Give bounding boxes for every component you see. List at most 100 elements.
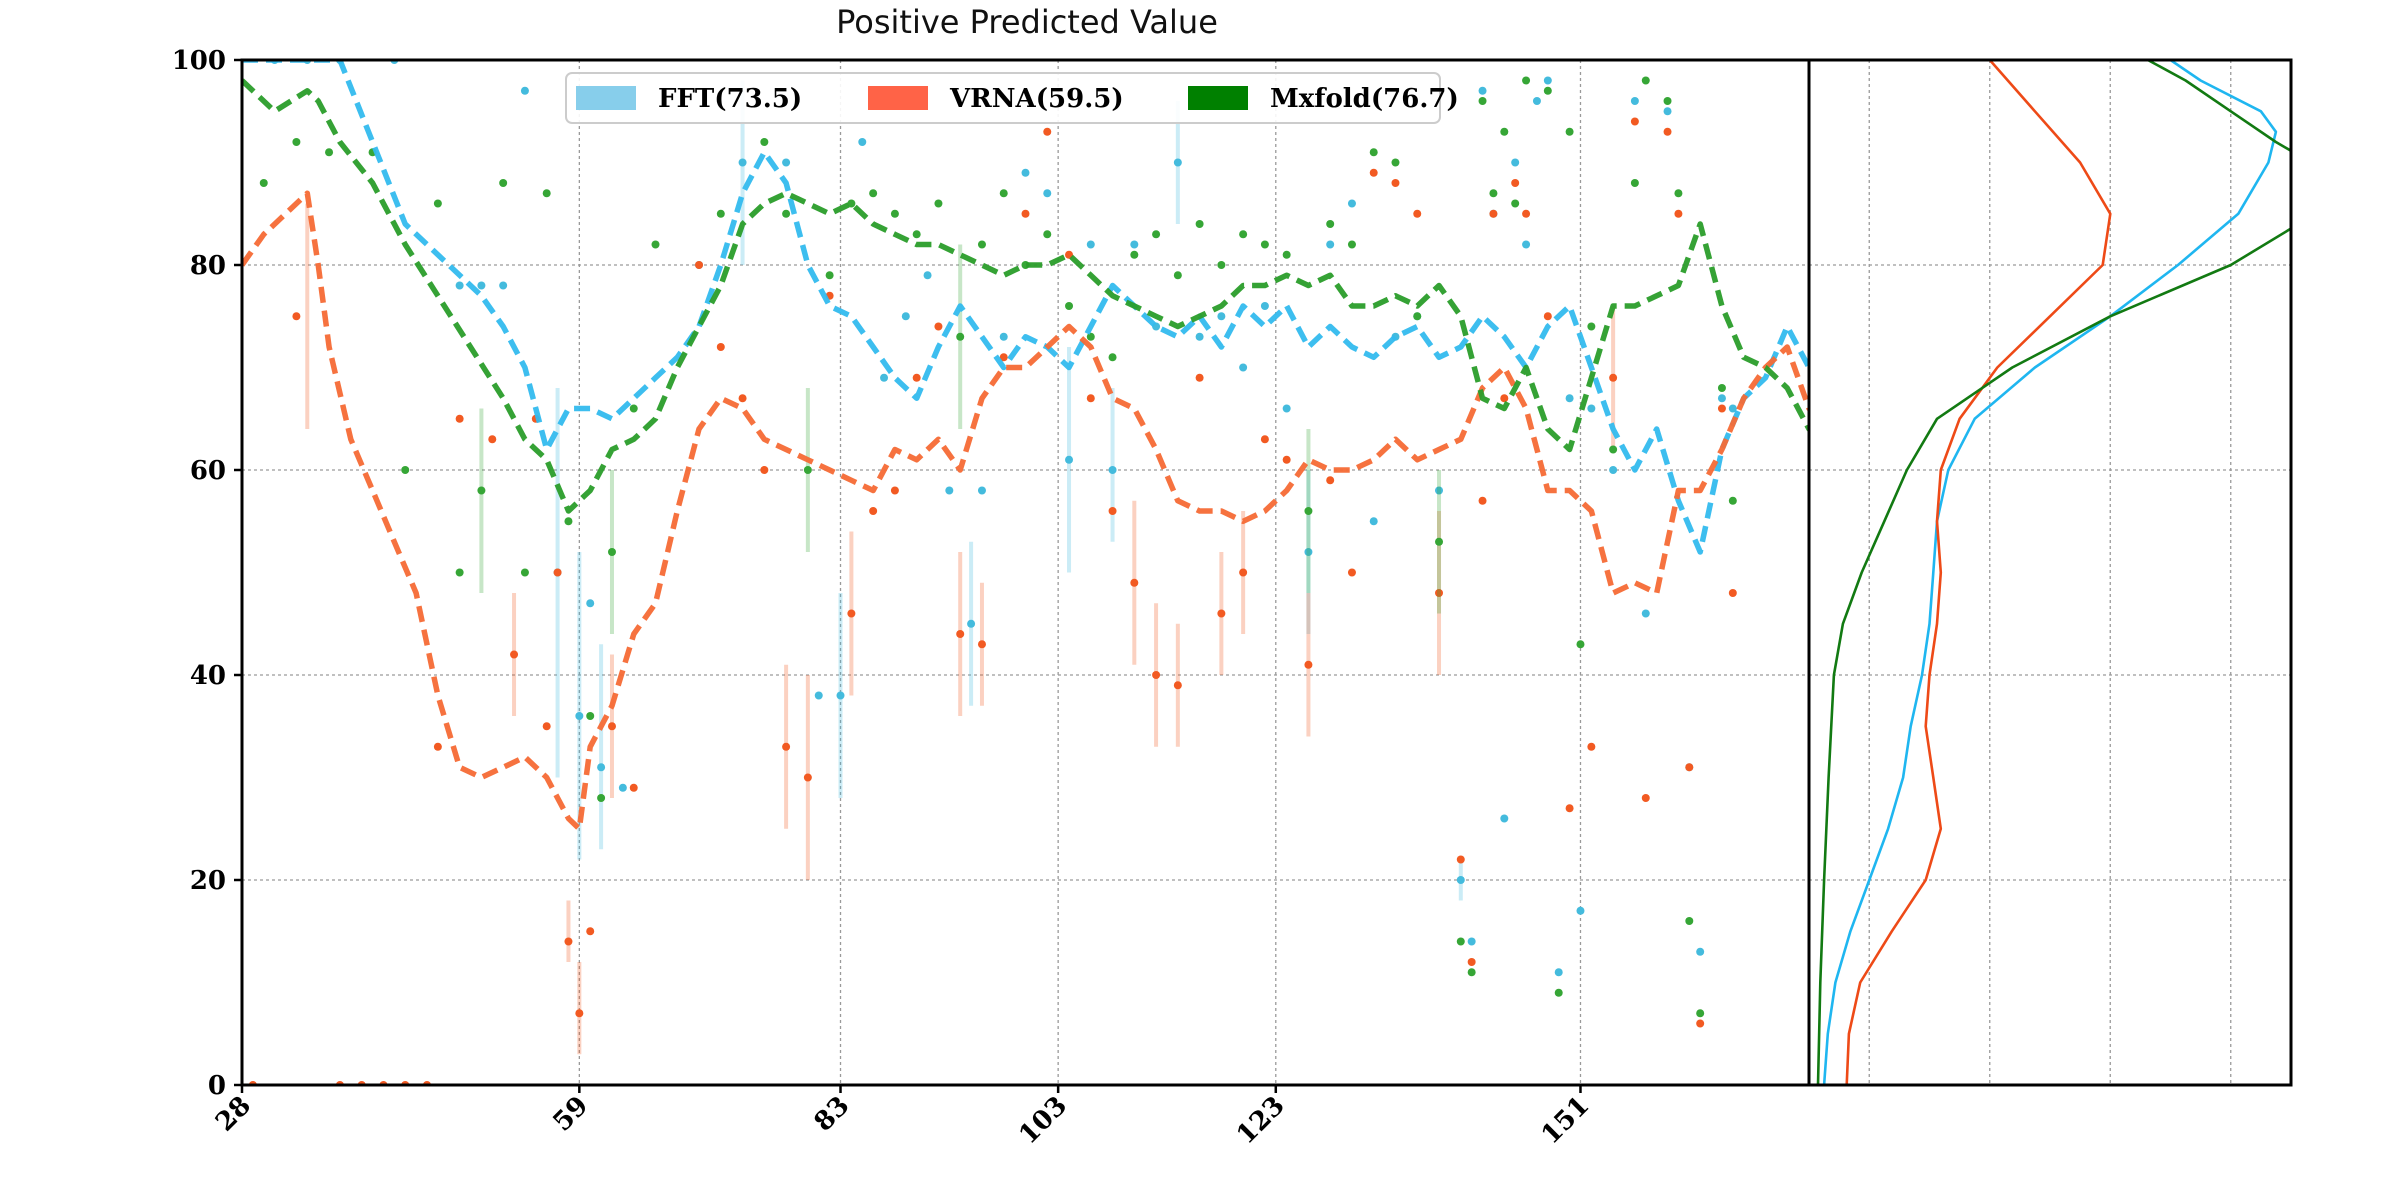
vrna-point	[1173, 681, 1182, 690]
mxfold-point	[825, 271, 834, 280]
fft-point	[1500, 814, 1509, 823]
vrna-point	[1609, 373, 1618, 382]
fft-point	[1641, 609, 1650, 618]
y-tick-label: 20	[190, 866, 226, 896]
mxfold-point	[433, 199, 442, 208]
mxfold-point	[847, 199, 856, 208]
vrna-point	[1217, 609, 1226, 618]
vrna-point	[1435, 589, 1444, 597]
vrna-point	[1489, 209, 1498, 218]
vrna-point	[1717, 404, 1726, 413]
fft-point	[1717, 394, 1726, 403]
legend-label-vrna: VRNA(59.5)	[949, 84, 1124, 114]
x-tick-label: 103	[1013, 1091, 1073, 1151]
vrna-density-curve	[1845, 60, 2112, 1085]
main-plot-area	[242, 60, 1809, 1085]
vrna-point	[1347, 568, 1356, 577]
mxfold-point	[1663, 97, 1672, 105]
fft-point	[901, 312, 910, 321]
mxfold-point	[912, 230, 921, 239]
mxfold-point	[1478, 97, 1487, 105]
mxfold-point	[401, 466, 410, 474]
mxfold-point	[1641, 76, 1650, 85]
vrna-point	[575, 1009, 584, 1018]
mxfold-point	[1108, 353, 1117, 362]
mxfold-point	[455, 568, 464, 577]
legend-label-fft: FFT(73.5)	[658, 84, 802, 114]
fft-point	[782, 158, 791, 167]
vrna-point	[803, 773, 812, 782]
fft-point	[597, 763, 606, 772]
fft-point	[923, 271, 932, 280]
mxfold-point	[520, 568, 529, 577]
mxfold-point	[1369, 148, 1378, 157]
fft-point	[1532, 97, 1541, 105]
vrna-point	[564, 937, 573, 946]
mxfold-point	[934, 199, 943, 208]
mxfold-density-curve	[1816, 60, 2291, 1085]
mxfold-point	[1086, 332, 1095, 341]
mxfold-point	[629, 404, 638, 413]
y-tick-label: 60	[190, 456, 226, 486]
vrna-point	[1522, 209, 1531, 218]
vrna-point	[1369, 168, 1378, 177]
vrna-point	[1282, 455, 1291, 464]
mxfold-point	[1674, 189, 1683, 198]
y-tick-label: 80	[190, 251, 226, 281]
vrna-point	[977, 640, 986, 649]
vrna-point	[1478, 496, 1487, 505]
fft-point	[1086, 240, 1095, 249]
vrna-point	[1685, 763, 1694, 772]
legend-box	[565, 72, 1441, 124]
vrna-point	[890, 486, 899, 495]
mxfold-point	[1043, 230, 1052, 239]
fft-point	[977, 486, 986, 495]
vrna-point	[956, 630, 965, 638]
mxfold-point	[259, 179, 268, 187]
fft-point	[1217, 312, 1226, 321]
density-grid	[1809, 59, 2291, 1086]
fft-rolling-line	[242, 60, 1809, 555]
mxfold-point	[1522, 76, 1531, 85]
fft-point	[1456, 876, 1465, 884]
vrna-point	[1195, 373, 1204, 382]
vrna-point	[1260, 435, 1269, 444]
mxfold-point	[1728, 496, 1737, 505]
mxfold-point	[1685, 917, 1694, 925]
vrna-point	[553, 568, 562, 577]
vrna-point	[1130, 578, 1139, 587]
fft-point	[1326, 240, 1335, 249]
mxfold-point	[564, 517, 573, 526]
mxfold-point	[977, 240, 986, 249]
vrna-point	[912, 373, 921, 382]
fft-point	[1108, 466, 1117, 474]
vrna-point	[292, 312, 301, 321]
vrna-point	[782, 742, 791, 751]
mxfold-point	[782, 209, 791, 218]
fft-point	[1511, 158, 1520, 167]
fft-point	[1554, 968, 1563, 977]
mxfold-point	[1500, 127, 1509, 136]
fft-point	[586, 599, 595, 608]
vrna-point	[1239, 568, 1248, 577]
vrna-point	[488, 435, 497, 444]
vrna-point	[1500, 394, 1509, 403]
mxfold-point	[1239, 230, 1248, 239]
mxfold-point	[1195, 220, 1204, 228]
mxfold-point	[1576, 640, 1585, 649]
vrna-point	[629, 783, 638, 792]
vrna-point	[1728, 589, 1737, 597]
fft-point	[999, 332, 1008, 341]
vrna-point	[455, 414, 464, 423]
fft-point	[1260, 302, 1269, 310]
x-axis: 28 59 83 103 123 151	[210, 1085, 1595, 1150]
fft-point	[477, 281, 486, 290]
mxfold-point	[999, 189, 1008, 198]
mxfold-point	[890, 209, 899, 218]
mxfold-point	[586, 712, 595, 720]
vrna-point	[1304, 660, 1313, 669]
vrna-point	[586, 927, 595, 936]
vrna-point	[607, 722, 616, 731]
vrna-rolling-line	[242, 190, 1809, 832]
legend: FFT(73.5) VRNA(59.5) Mxfold(76.7)	[565, 72, 1459, 124]
